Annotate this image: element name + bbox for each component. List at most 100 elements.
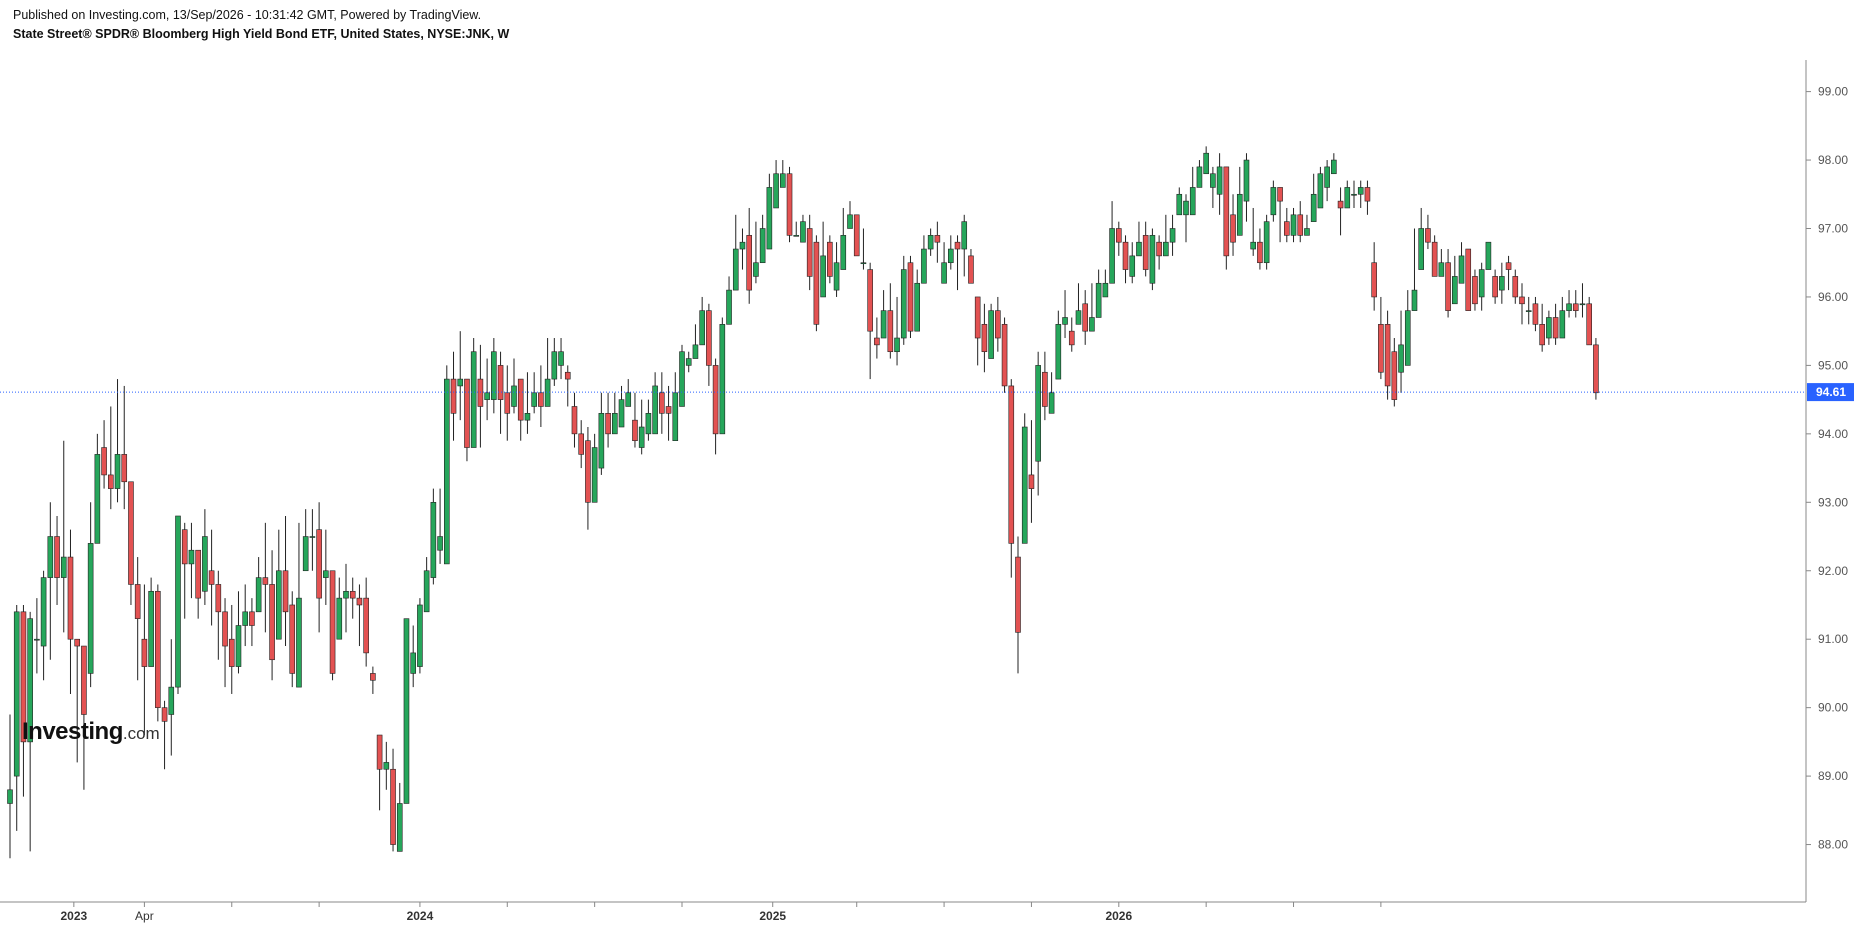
candle-body: [685, 358, 692, 366]
candle: [1411, 228, 1418, 311]
candle: [47, 502, 54, 660]
candle: [853, 214, 860, 257]
candle: [1357, 180, 1364, 208]
candle: [941, 242, 947, 284]
candle-body: [1593, 344, 1599, 394]
candle: [114, 379, 121, 503]
candles-layer: [7, 146, 1599, 859]
candle-body: [128, 481, 134, 585]
candle: [1129, 242, 1136, 284]
candle: [329, 570, 336, 681]
candle: [900, 255, 907, 345]
candle-body: [1263, 221, 1270, 264]
candle-body: [1391, 351, 1398, 400]
candle-body: [874, 337, 880, 346]
candle: [40, 570, 47, 681]
candle: [1243, 153, 1250, 222]
y-tick-label: 91.00: [1818, 632, 1848, 646]
candle-body: [1525, 310, 1532, 312]
candle: [168, 639, 175, 756]
candle: [1196, 160, 1203, 188]
candle: [759, 214, 766, 264]
candle: [67, 529, 74, 694]
candle: [302, 509, 309, 572]
candle-body: [1297, 214, 1304, 236]
candle-body: [437, 536, 443, 551]
candle-body: [652, 385, 658, 435]
candle-body: [719, 324, 726, 435]
candle-body: [927, 235, 934, 250]
candle-body: [900, 269, 907, 339]
candle-body: [1499, 276, 1505, 291]
candle: [921, 235, 927, 284]
candle-body: [1559, 310, 1566, 339]
candle: [1189, 166, 1196, 216]
candle: [316, 502, 322, 633]
candle-body: [907, 262, 914, 332]
candle: [732, 214, 739, 291]
candle: [464, 378, 470, 462]
candle: [779, 160, 786, 188]
candle: [1216, 153, 1223, 215]
candle: [7, 714, 13, 859]
candle: [564, 365, 571, 407]
candle: [544, 338, 551, 407]
candle: [786, 166, 793, 243]
candle-body: [175, 515, 181, 688]
candle: [1552, 303, 1559, 345]
candle-body: [1331, 159, 1337, 175]
candle: [753, 221, 759, 284]
candle-body: [1579, 303, 1586, 306]
candle: [504, 365, 511, 441]
candle: [827, 235, 833, 284]
candle-body: [1512, 276, 1519, 298]
candle-body: [443, 378, 450, 565]
candle: [618, 385, 625, 428]
publish-info: Published on Investing.com, 13/Sep/2026 …: [13, 8, 482, 22]
candle-body: [423, 570, 430, 613]
candle-body: [625, 392, 632, 407]
investing-logo: Investing.com: [22, 718, 160, 746]
candle-body: [974, 296, 981, 339]
candle: [1572, 290, 1579, 318]
candle: [820, 221, 826, 298]
candle-body: [101, 447, 107, 476]
candle: [981, 303, 988, 373]
candle: [457, 331, 464, 421]
candle: [1035, 351, 1041, 496]
candle: [222, 598, 228, 688]
candle-body: [309, 536, 316, 538]
candle-body: [753, 262, 759, 277]
candle: [806, 214, 813, 291]
candle: [134, 557, 141, 681]
candle: [1371, 242, 1377, 311]
candle-body: [1418, 228, 1424, 270]
candle-body: [679, 351, 685, 407]
candle-body: [981, 324, 988, 353]
candle-body: [470, 351, 477, 448]
candle: [101, 420, 107, 489]
candle-body: [793, 235, 800, 237]
candle-body: [1236, 193, 1243, 236]
candle-body: [47, 536, 54, 578]
candle-body: [692, 344, 699, 359]
candle: [443, 365, 450, 565]
candle-body: [450, 378, 457, 414]
candle-body: [168, 686, 175, 715]
candle-body: [1136, 241, 1142, 257]
candle-body: [1028, 474, 1035, 489]
candle-body: [108, 474, 114, 489]
candle-body: [262, 577, 269, 585]
candle: [1445, 249, 1451, 318]
candle: [1337, 187, 1344, 236]
candle-body: [632, 419, 638, 441]
candle: [874, 317, 880, 359]
candle-body: [1250, 241, 1256, 250]
candle: [1452, 255, 1458, 305]
candle-body: [60, 556, 67, 578]
candle-body: [1001, 324, 1008, 387]
candle-body: [921, 248, 927, 284]
candle-body: [67, 556, 74, 640]
candle: [1116, 221, 1122, 256]
